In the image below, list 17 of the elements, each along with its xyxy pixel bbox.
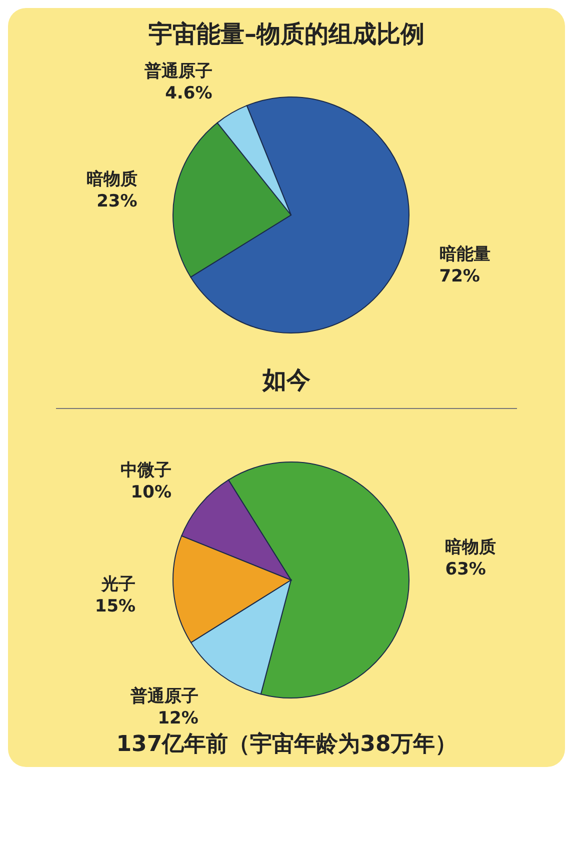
slice-label: 中微子 bbox=[120, 460, 172, 481]
data-label: 23% bbox=[96, 191, 138, 212]
data-label: 4.6% bbox=[165, 83, 212, 104]
chart-title: 宇宙能量–物质的组成比例 bbox=[148, 19, 426, 50]
slice-label: 暗能量 bbox=[439, 244, 490, 265]
data-label: 63% bbox=[445, 560, 486, 580]
data-label: 72% bbox=[439, 266, 480, 287]
slice-label: 暗物质 bbox=[445, 538, 496, 558]
slice-label: 暗物质 bbox=[86, 169, 138, 190]
data-label: 12% bbox=[158, 708, 198, 729]
slice-label: 普通原子 bbox=[129, 686, 198, 707]
text: 如今 bbox=[261, 365, 312, 396]
slice-label: 普通原子 bbox=[143, 60, 212, 82]
text: 137亿年前（宇宙年龄为38万年） bbox=[116, 732, 457, 757]
slice-label: 光子 bbox=[100, 574, 136, 595]
data-label: 15% bbox=[94, 596, 136, 617]
data-label: 10% bbox=[130, 482, 172, 503]
